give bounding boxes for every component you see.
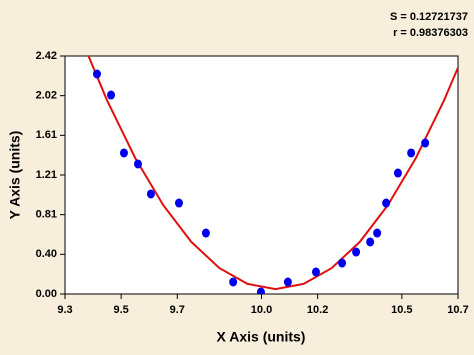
- data-point: [119, 148, 128, 158]
- data-point: [421, 138, 430, 148]
- data-point: [133, 159, 142, 169]
- y-tick-label: 1.21: [36, 169, 57, 181]
- y-tick-label: 1.61: [36, 129, 57, 141]
- data-point: [174, 198, 183, 208]
- data-point: [382, 198, 391, 208]
- x-tick-label: 9.5: [113, 304, 128, 316]
- data-point: [93, 69, 102, 79]
- data-point: [201, 228, 210, 238]
- data-point: [373, 228, 382, 238]
- data-point: [393, 168, 402, 178]
- y-axis-title: Y Axis (units): [7, 131, 23, 220]
- data-point: [229, 277, 238, 287]
- annotation: S = 0.12721737: [390, 11, 468, 23]
- data-point: [338, 258, 347, 268]
- data-point: [283, 277, 292, 287]
- data-point: [256, 287, 265, 294]
- data-point: [107, 90, 116, 100]
- annotation: r = 0.98376303: [393, 27, 468, 39]
- data-point: [311, 267, 320, 277]
- y-tick-label: 0.00: [36, 288, 57, 300]
- fit-curve: [87, 56, 458, 291]
- y-tick-label: 0.81: [36, 209, 57, 221]
- plot-area: [64, 55, 459, 295]
- y-tick-label: 0.40: [36, 248, 57, 260]
- data-point: [407, 148, 416, 158]
- x-tick-label: 10.2: [307, 304, 328, 316]
- y-tick-label: 2.42: [36, 50, 57, 62]
- data-point: [352, 247, 361, 257]
- plot-layer: [87, 56, 458, 294]
- x-tick-label: 10.0: [251, 304, 272, 316]
- x-axis-title: X Axis (units): [217, 329, 306, 345]
- x-tick-label: 9.7: [170, 304, 185, 316]
- data-point: [146, 189, 155, 199]
- y-tick-label: 2.02: [36, 90, 57, 102]
- data-point: [366, 237, 375, 247]
- x-tick-label: 9.3: [57, 304, 72, 316]
- x-tick-label: 10.7: [447, 304, 468, 316]
- x-tick-label: 10.5: [391, 304, 412, 316]
